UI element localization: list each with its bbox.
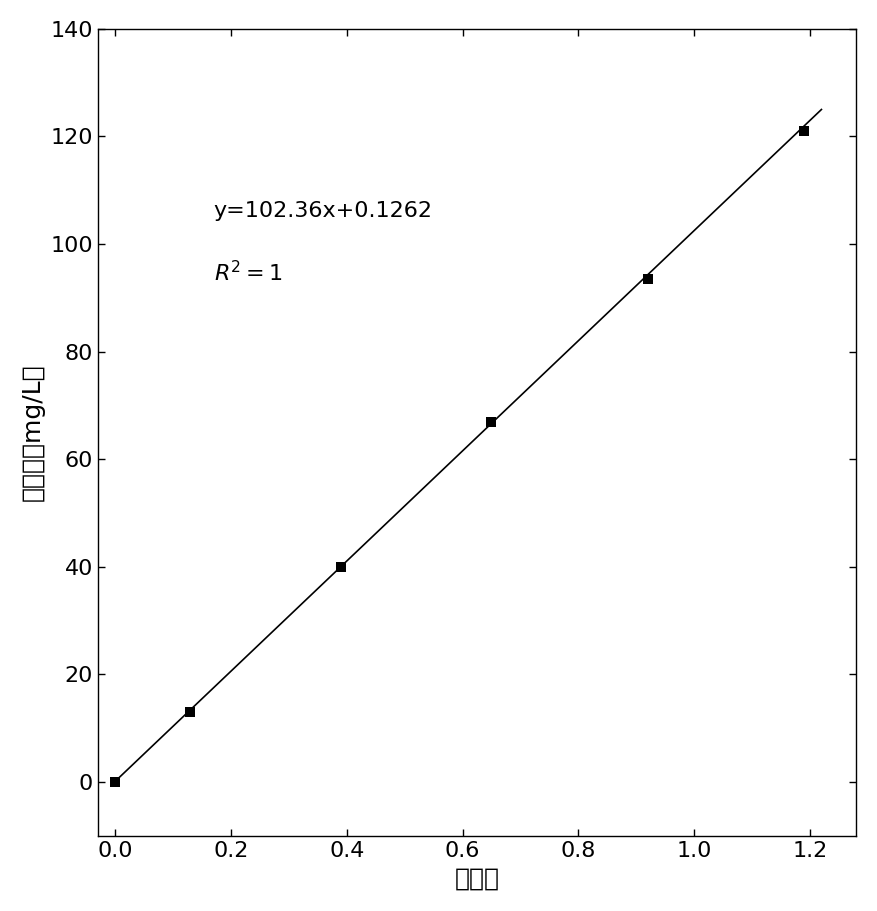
Y-axis label: 鐵浓度（mg/L）: 鐵浓度（mg/L） [21, 363, 45, 501]
Point [484, 415, 498, 429]
Point [797, 124, 811, 138]
Point [183, 705, 197, 720]
X-axis label: 吸光度: 吸光度 [454, 866, 500, 890]
Point [108, 774, 122, 789]
Text: $R^2=1$: $R^2=1$ [214, 261, 282, 286]
Text: y=102.36x+0.1262: y=102.36x+0.1262 [214, 201, 432, 221]
Point [334, 559, 348, 574]
Point [641, 271, 655, 286]
